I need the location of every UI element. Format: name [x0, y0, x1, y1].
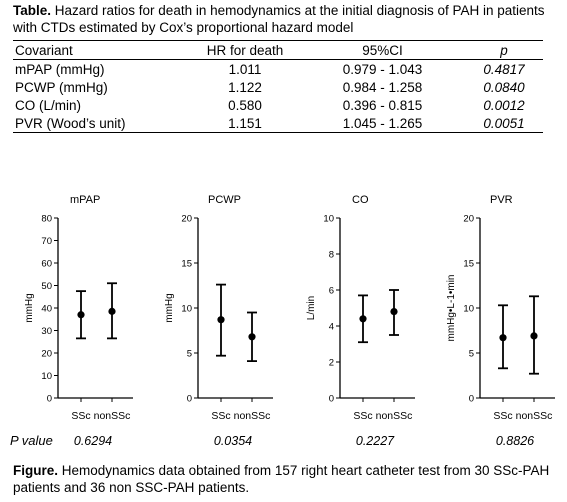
x-tick-label: nonSSc: [234, 410, 271, 422]
p-value: 0.8826: [496, 434, 534, 448]
table-caption: Table. Hazard ratios for death in hemody…: [13, 2, 553, 36]
table-row: CO (L/min) 0.580 0.396 - 0.815 0.0012: [13, 96, 543, 114]
chart-title: PVR: [490, 194, 513, 206]
p-value: 0.2227: [356, 434, 395, 448]
y-axis-label: mmHg: [164, 293, 175, 322]
y-tick-label: 40: [41, 304, 52, 315]
cell-ci: 0.979 - 1.043: [342, 61, 423, 77]
y-tick-label: 15: [181, 259, 192, 270]
y-tick-label: 70: [41, 236, 52, 247]
table-header-row: Covariant HR for death 95%CI p: [13, 40, 543, 60]
table-row: PVR (Wood’s unit) 1.151 1.045 - 1.265 0.…: [13, 114, 543, 133]
figure-caption-text: Hemodynamics data obtained from 157 righ…: [13, 463, 550, 495]
y-tick-label: 0: [329, 394, 334, 405]
y-tick-label: 30: [41, 326, 52, 337]
y-tick-label: 80: [41, 214, 52, 225]
chart-title: mPAP: [70, 194, 100, 206]
x-tick-label: SSc: [211, 410, 230, 422]
cell-p: 0.0012: [483, 97, 525, 113]
table-row: PCWP (mmHg) 1.122 0.984 - 1.258 0.0840: [13, 78, 543, 96]
p-value: 0.6294: [74, 434, 112, 448]
y-tick-label: 4: [329, 322, 334, 333]
y-tick-label: 10: [181, 304, 192, 315]
cell-ci: 0.984 - 1.258: [342, 79, 423, 95]
y-tick-label: 15: [463, 259, 474, 270]
y-tick-label: 20: [41, 349, 52, 360]
y-tick-label: 20: [181, 214, 192, 225]
mean-point: [530, 332, 538, 340]
y-tick-label: 50: [41, 281, 52, 292]
x-tick-label: nonSSc: [94, 410, 131, 422]
cell-ci: 0.396 - 0.815: [342, 97, 423, 113]
mean-point: [390, 308, 398, 316]
cell-covariant: PVR (Wood’s unit): [15, 115, 126, 131]
x-tick-label: nonSSc: [516, 410, 553, 422]
x-tick-label: SSc: [353, 410, 372, 422]
chart-title: PCWP: [208, 194, 241, 206]
mean-point: [359, 315, 367, 323]
y-tick-label: 0: [469, 394, 474, 405]
cell-p: 0.0051: [483, 115, 525, 131]
y-axis-label: L/min: [306, 296, 317, 320]
mean-point: [108, 307, 116, 315]
cell-hr: 1.011: [228, 61, 262, 77]
y-axis-label: mmHg•L-1•min: [446, 274, 457, 341]
header-hr: HR for death: [206, 42, 284, 58]
cell-hr: 0.580: [228, 97, 262, 113]
header-ci: 95%CI: [362, 42, 403, 58]
y-tick-label: 5: [469, 349, 474, 360]
y-tick-label: 0: [47, 394, 52, 405]
cell-covariant: PCWP (mmHg): [15, 79, 108, 95]
mean-point: [248, 333, 256, 341]
x-tick-label: SSc: [493, 410, 512, 422]
mean-point: [217, 316, 225, 324]
hazard-ratio-table: Covariant HR for death 95%CI p mPAP (mmH…: [13, 40, 543, 133]
y-tick-label: 5: [187, 349, 192, 360]
table-caption-label: Table.: [13, 3, 52, 18]
y-tick-label: 10: [41, 371, 52, 382]
cell-covariant: mPAP (mmHg): [15, 61, 105, 77]
p-value-label: P value: [10, 433, 53, 448]
figure-caption-label: Figure.: [13, 463, 59, 478]
header-covariant: Covariant: [15, 42, 73, 58]
y-tick-label: 8: [329, 250, 334, 261]
p-value: 0.0354: [214, 434, 252, 448]
cell-hr: 1.151: [228, 115, 262, 131]
mean-point: [77, 311, 85, 319]
y-tick-label: 10: [323, 214, 334, 225]
y-tick-label: 10: [463, 304, 474, 315]
y-axis-label: mmHg: [24, 293, 35, 322]
table-row: mPAP (mmHg) 1.011 0.979 - 1.043 0.4817: [13, 60, 543, 79]
figure-caption: Figure. Hemodynamics data obtained from …: [13, 462, 553, 496]
y-tick-label: 0: [187, 394, 192, 405]
cell-ci: 1.045 - 1.265: [342, 115, 423, 131]
chart-title: CO: [352, 194, 369, 206]
cell-p: 0.0840: [483, 79, 525, 95]
table-caption-text: Hazard ratios for death in hemodynamics …: [13, 3, 545, 35]
y-tick-label: 6: [329, 286, 334, 297]
x-tick-label: SSc: [71, 410, 90, 422]
y-tick-label: 2: [329, 358, 334, 369]
y-tick-label: 20: [463, 214, 474, 225]
cell-hr: 1.122: [228, 79, 262, 95]
y-tick-label: 60: [41, 259, 52, 270]
mean-point: [499, 334, 507, 342]
cell-covariant: CO (L/min): [15, 97, 82, 113]
x-tick-label: nonSSc: [376, 410, 413, 422]
header-p: p: [500, 42, 508, 58]
cell-p: 0.4817: [483, 61, 525, 77]
